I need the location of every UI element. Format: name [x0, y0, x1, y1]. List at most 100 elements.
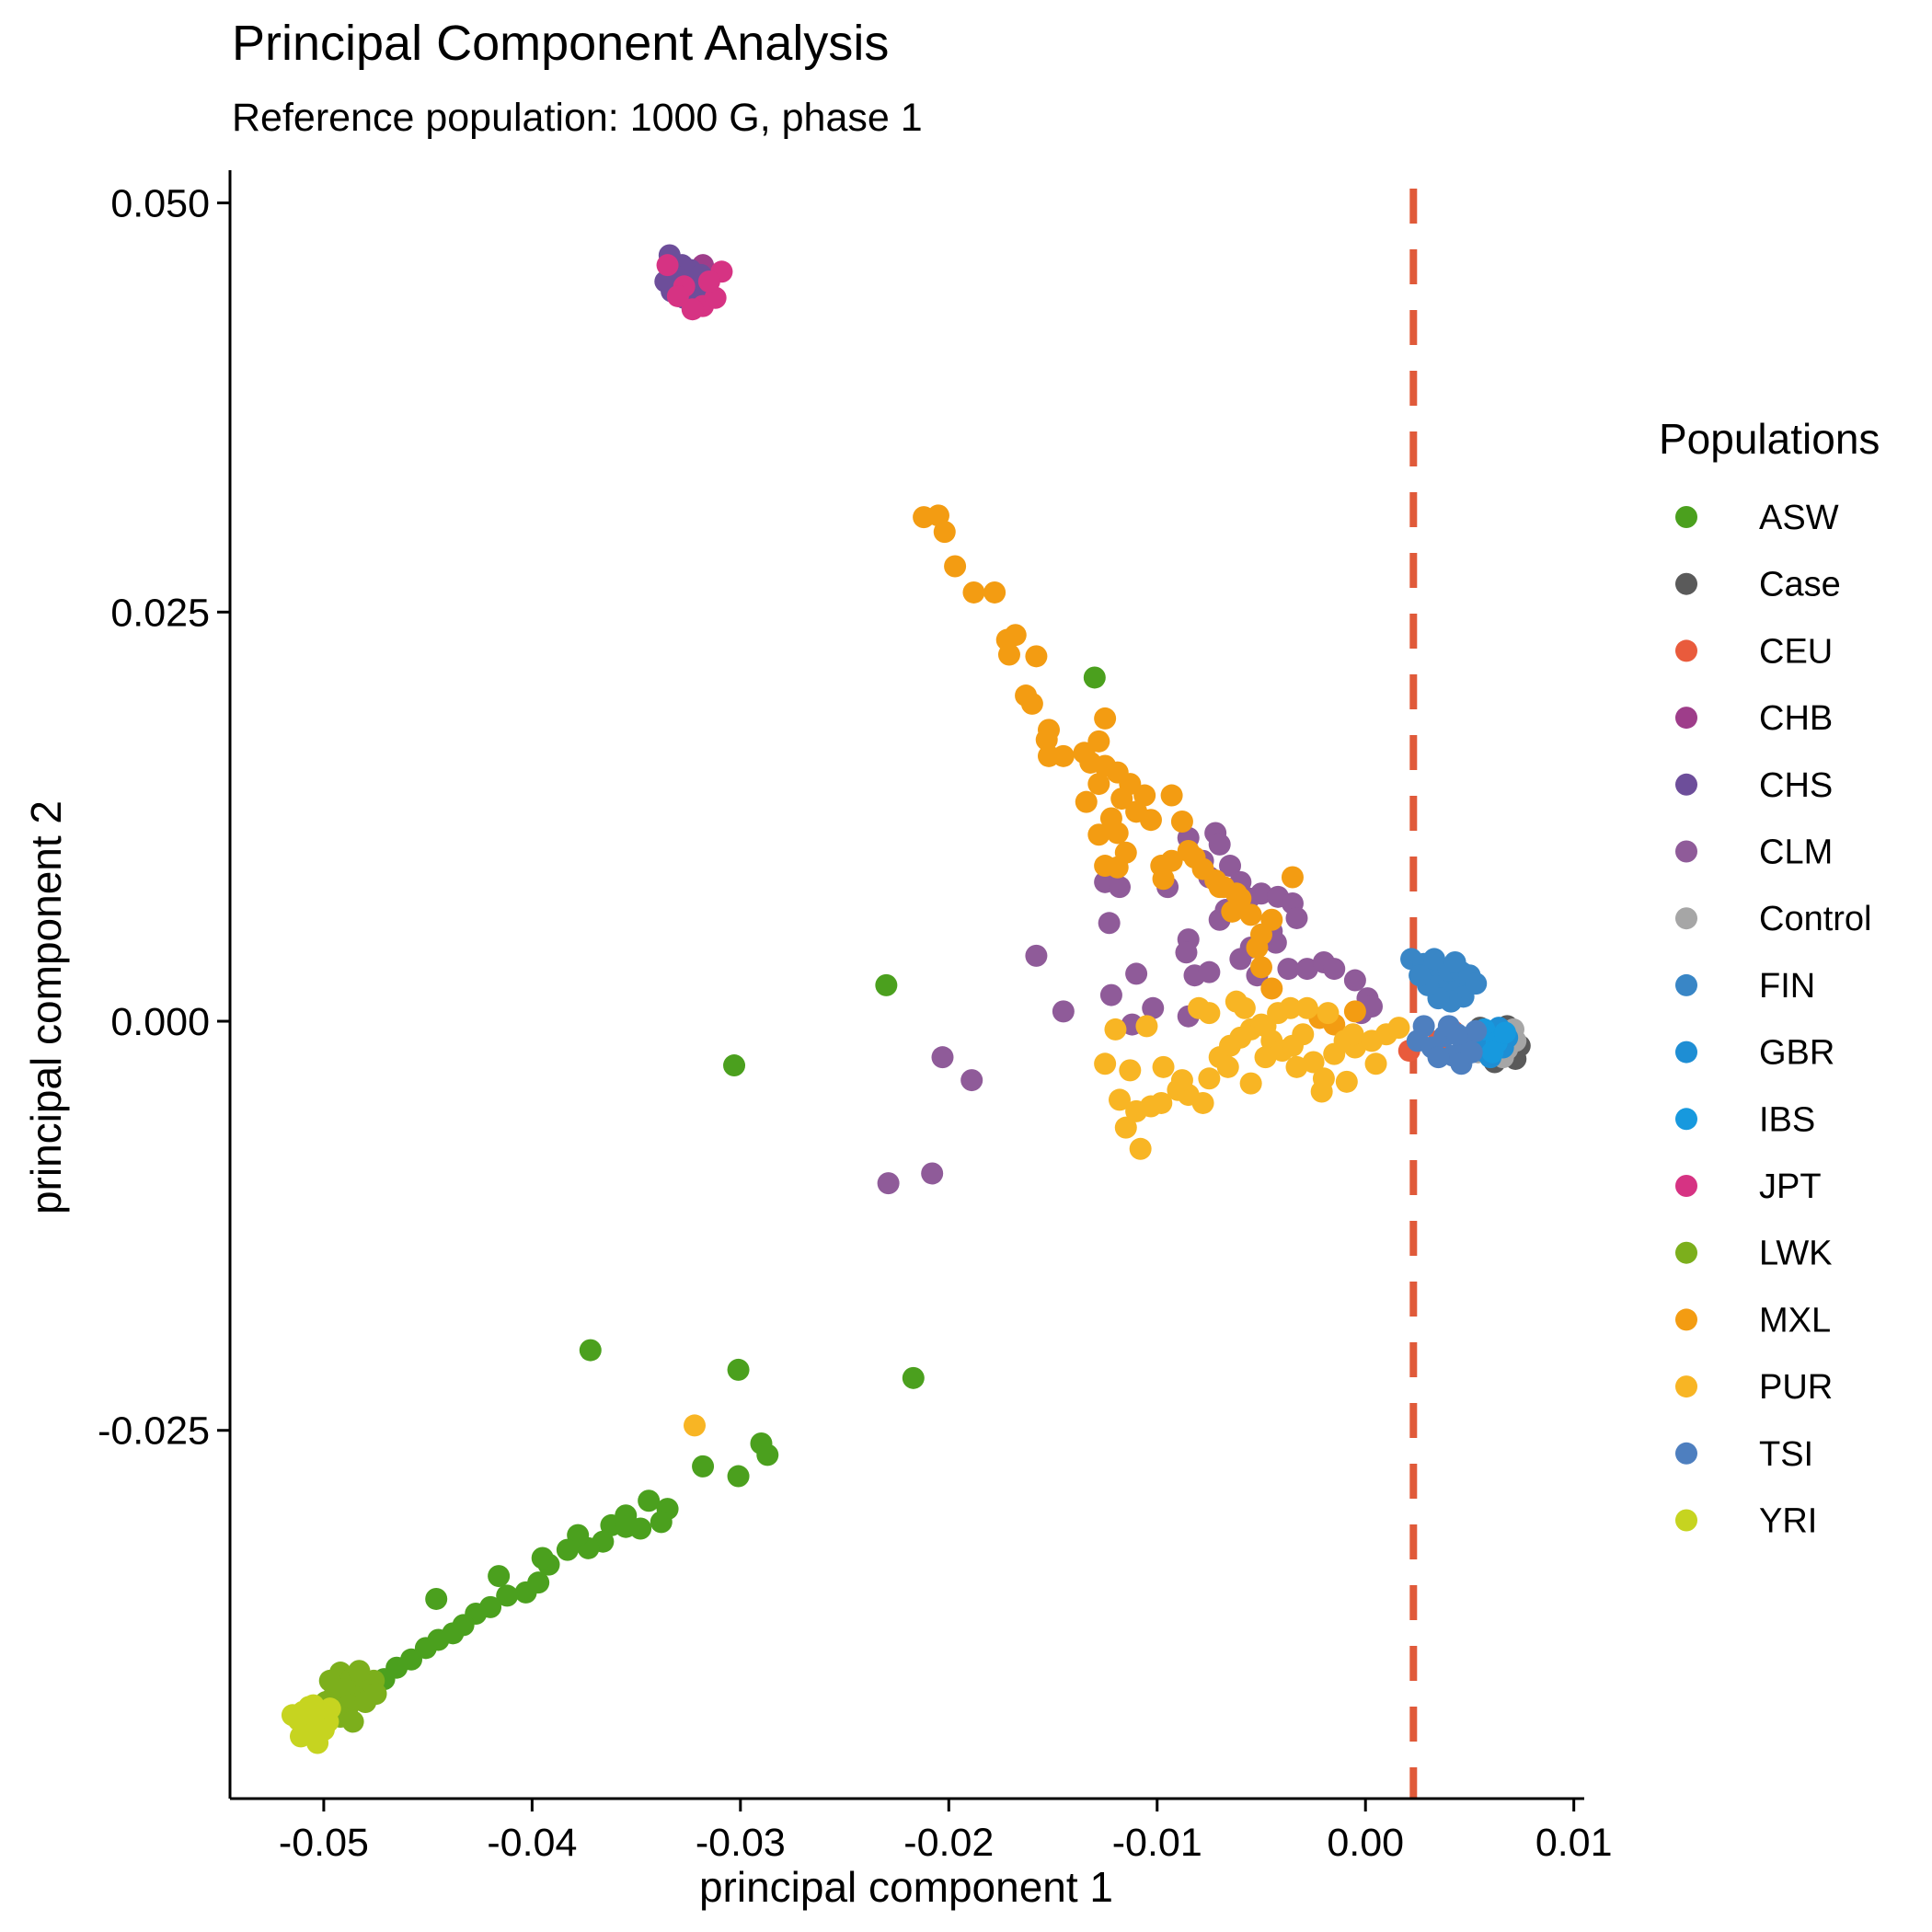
- point-clm: [1361, 995, 1384, 1018]
- point-mxl: [1229, 887, 1252, 910]
- point-mxl: [962, 581, 985, 604]
- point-mxl: [1139, 809, 1162, 832]
- point-pur: [1198, 1067, 1221, 1090]
- point-mxl: [1152, 868, 1175, 891]
- point-pur: [684, 1414, 707, 1437]
- point-mxl: [1204, 869, 1227, 892]
- x-tick-label: -0.05: [279, 1821, 369, 1865]
- point-pur: [1152, 1055, 1175, 1078]
- point-asw: [756, 1443, 779, 1466]
- legend-item-yri: YRI: [1675, 1502, 1817, 1541]
- legend: Populations ASW Case CEU CHB CHS CLM Control FI…: [1659, 415, 1880, 1541]
- legend-swatch: [1675, 1375, 1697, 1398]
- point-tsi: [1412, 1015, 1435, 1038]
- point-mxl: [1343, 1000, 1366, 1023]
- y-tick-label: -0.025: [98, 1409, 210, 1454]
- point-lwk: [341, 1710, 364, 1733]
- point-pur: [1119, 1059, 1142, 1082]
- point-fin: [1422, 948, 1445, 971]
- y-tick-label: 0.025: [110, 591, 210, 635]
- point-pur: [1233, 996, 1256, 1019]
- point-pur: [1279, 996, 1302, 1019]
- point-pur: [1295, 996, 1318, 1019]
- point-tsi: [1465, 1019, 1488, 1042]
- point-ibs: [1481, 1041, 1504, 1064]
- legend-item-case: Case: [1675, 566, 1841, 604]
- point-mxl: [1087, 823, 1110, 846]
- legend-item-fin: FIN: [1675, 967, 1815, 1006]
- legend-label: CLM: [1759, 834, 1833, 872]
- point-pur: [1310, 1080, 1333, 1103]
- point-clm: [1277, 958, 1300, 981]
- legend-item-chb: CHB: [1675, 699, 1833, 738]
- point-clm: [1229, 948, 1252, 971]
- point-lwk: [348, 1660, 371, 1683]
- series-jpt: [656, 254, 733, 321]
- point-mxl: [1246, 936, 1269, 959]
- legend-label: Case: [1759, 566, 1841, 604]
- x-tick-label: -0.04: [487, 1821, 577, 1865]
- legend-item-lwk: LWK: [1675, 1235, 1833, 1273]
- point-clm: [1285, 906, 1308, 929]
- chart-subtitle: Reference population: 1000 G, phase 1: [232, 96, 923, 140]
- legend-label: MXL: [1759, 1301, 1831, 1340]
- legend-items: ASW Case CEU CHB CHS CLM Control FIN GBR IBS JPT LW…: [1675, 499, 1872, 1541]
- legend-swatch: [1675, 1175, 1697, 1197]
- point-fin: [1409, 964, 1432, 987]
- point-mxl: [1106, 822, 1129, 845]
- legend-label: IBS: [1759, 1100, 1815, 1139]
- legend-item-asw: ASW: [1675, 499, 1839, 537]
- x-axis-ticks: -0.05 -0.04 -0.03 -0.02 -0.01 0.00 0.01: [279, 1799, 1613, 1865]
- point-mxl: [1087, 773, 1110, 796]
- point-clm: [931, 1046, 954, 1069]
- point-pur: [1135, 1015, 1158, 1038]
- point-ibs: [1493, 1021, 1516, 1044]
- legend-item-control: Control: [1675, 900, 1872, 938]
- point-clm: [921, 1162, 944, 1185]
- point-yri: [318, 1697, 341, 1720]
- point-clm: [1098, 912, 1121, 935]
- point-pur: [1254, 1046, 1277, 1069]
- x-tick-label: -0.02: [903, 1821, 994, 1865]
- legend-swatch: [1675, 572, 1697, 595]
- y-tick-label: 0.000: [110, 1000, 210, 1044]
- legend-item-pur: PUR: [1675, 1368, 1833, 1407]
- x-axis-label: principal component 1: [699, 1863, 1113, 1911]
- series-mxl: [913, 504, 1366, 1036]
- point-pur: [1364, 1052, 1387, 1075]
- point-tsi: [1427, 1046, 1450, 1069]
- point-clm: [1125, 962, 1148, 985]
- point-mxl: [1020, 692, 1043, 715]
- point-pur: [1191, 1091, 1214, 1114]
- legend-label: ASW: [1759, 499, 1839, 537]
- point-jpt: [697, 270, 720, 293]
- point-asw: [727, 1465, 750, 1488]
- point-asw: [875, 973, 898, 996]
- legend-swatch: [1675, 1308, 1697, 1331]
- legend-label: FIN: [1759, 967, 1815, 1006]
- point-mxl: [1260, 977, 1283, 1000]
- point-pur: [1285, 1055, 1308, 1078]
- point-asw: [514, 1581, 537, 1604]
- legend-swatch: [1675, 907, 1697, 930]
- series-pur: [684, 990, 1410, 1437]
- legend-swatch: [1675, 773, 1697, 796]
- legend-item-jpt: JPT: [1675, 1167, 1822, 1206]
- point-mxl: [1170, 811, 1193, 833]
- legend-swatch: [1675, 1108, 1697, 1131]
- legend-label: LWK: [1759, 1235, 1833, 1273]
- point-mxl: [933, 521, 956, 544]
- point-mxl: [1075, 790, 1098, 813]
- plot-area: [281, 189, 1531, 1799]
- point-mxl: [1004, 624, 1027, 647]
- legend-label: Control: [1759, 900, 1872, 938]
- point-fin: [1443, 950, 1466, 973]
- x-tick-label: -0.01: [1112, 1821, 1202, 1865]
- series-tsi: [1406, 1015, 1488, 1075]
- point-mxl: [1249, 956, 1272, 979]
- point-clm: [1343, 969, 1366, 992]
- point-asw: [638, 1489, 661, 1512]
- point-asw: [579, 1339, 602, 1362]
